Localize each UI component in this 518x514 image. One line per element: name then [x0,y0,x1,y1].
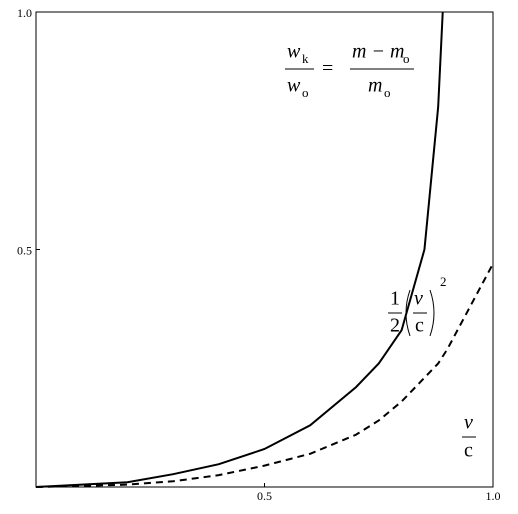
formula-text: v [464,412,473,434]
formula-text: w [287,75,301,97]
formula-text: o [302,85,309,100]
formula-text: c [464,440,473,462]
x-tick-label: 0.5 [257,489,272,503]
formula-text: 2 [440,274,447,289]
data-line [35,263,494,488]
x-tick-label: 1.0 [486,489,501,503]
formula-text: o [403,51,410,66]
formula-text: o [384,85,391,100]
formula-text: m − m [352,41,404,63]
formula-text: 2 [390,315,400,337]
formula-text: 1 [390,288,400,310]
formula-text: w [287,41,301,63]
formula-text: v [414,288,423,310]
formula-classical: 1 2 v c 2 [388,274,447,337]
formula-relativistic: w k w o = m − m o m o [285,41,414,100]
formula-text: m [368,75,382,97]
formula-text: k [302,51,309,66]
y-tick-label: 1.0 [17,6,32,20]
formula-text: = [322,58,333,80]
paren [429,289,435,337]
data-line [35,11,444,488]
y-tick-label: 0.5 [17,243,32,257]
formula-text: c [415,315,424,337]
axis-label: v c [462,412,476,462]
